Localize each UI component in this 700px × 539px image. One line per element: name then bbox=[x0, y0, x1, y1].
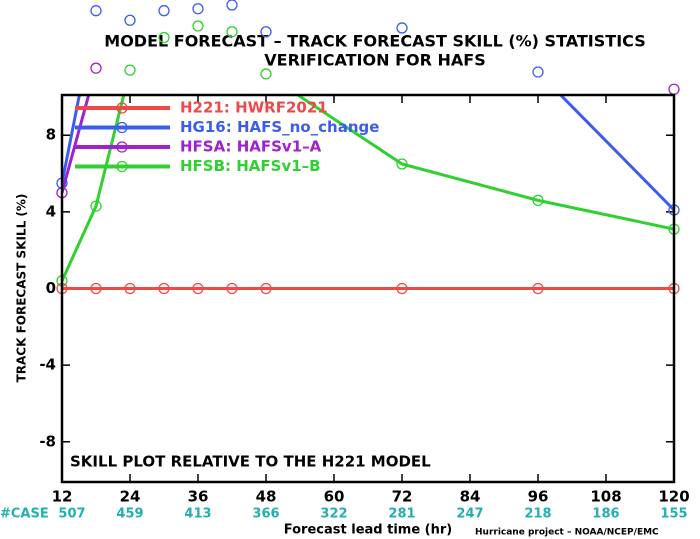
case-count: 155 bbox=[660, 507, 687, 522]
data-point bbox=[158, 5, 170, 17]
plot-frame bbox=[60, 93, 676, 484]
x-tick-label: 96 bbox=[528, 488, 549, 506]
case-count: 322 bbox=[320, 507, 347, 522]
legend-label: H221: HWRF2021 bbox=[180, 99, 328, 117]
y-tick-label: 8 bbox=[46, 126, 56, 144]
series-line bbox=[62, 95, 674, 282]
y-tick-label: 4 bbox=[46, 202, 56, 220]
chart-title: MODEL FORECAST – TRACK FORECAST SKILL (%… bbox=[104, 32, 645, 51]
data-point bbox=[532, 194, 544, 207]
x-tick-label: 84 bbox=[460, 488, 481, 506]
x-tick-label: 12 bbox=[52, 488, 73, 506]
plot-lines bbox=[62, 95, 674, 290]
chart-subtitle: VERIFICATION FOR HAFS bbox=[264, 51, 485, 70]
data-point bbox=[260, 68, 272, 80]
case-count: 218 bbox=[524, 507, 551, 522]
data-point bbox=[226, 26, 238, 38]
x-tick-label: 120 bbox=[658, 488, 689, 506]
x-tick-label: 24 bbox=[120, 488, 141, 506]
footer: Hurricane project – NOAA/NCEP/EMC bbox=[475, 528, 659, 538]
case-count: 281 bbox=[388, 507, 415, 522]
data-point bbox=[90, 282, 102, 295]
legend-marker bbox=[116, 102, 128, 114]
legend-marker bbox=[116, 121, 128, 134]
data-point bbox=[226, 0, 238, 11]
data-point bbox=[396, 22, 408, 34]
x-tick-label: 108 bbox=[590, 488, 621, 506]
data-point bbox=[226, 282, 238, 295]
data-point bbox=[532, 66, 544, 78]
case-count: 247 bbox=[456, 507, 483, 522]
data-point bbox=[124, 14, 136, 26]
x-tick-label: 60 bbox=[324, 488, 345, 506]
data-point bbox=[668, 83, 680, 95]
case-count: 413 bbox=[184, 507, 211, 522]
case-count: 459 bbox=[116, 507, 143, 522]
data-point bbox=[124, 64, 136, 76]
x-tick-label: 48 bbox=[256, 488, 277, 506]
legend-label: HFSB: HAFSv1–B bbox=[180, 157, 321, 175]
case-count: 366 bbox=[252, 507, 279, 522]
data-point bbox=[192, 282, 204, 295]
annotation: SKILL PLOT RELATIVE TO THE H221 MODEL bbox=[70, 453, 431, 471]
data-point bbox=[90, 5, 102, 17]
y-tick-label: 0 bbox=[46, 279, 56, 297]
data-point bbox=[158, 31, 170, 44]
y-tick-label: -8 bbox=[39, 432, 56, 450]
data-point bbox=[532, 282, 544, 295]
data-point bbox=[192, 20, 204, 32]
data-point bbox=[192, 3, 204, 15]
legend-marker bbox=[116, 160, 128, 173]
data-point bbox=[260, 26, 272, 38]
y-axis-label: TRACK FORECAST SKILL (%) bbox=[15, 194, 29, 383]
legend-marker bbox=[116, 141, 128, 153]
data-point bbox=[90, 200, 102, 212]
data-point bbox=[396, 282, 408, 295]
data-point bbox=[90, 62, 102, 74]
series-line bbox=[62, 95, 91, 194]
data-point bbox=[158, 282, 170, 295]
data-point bbox=[260, 282, 272, 295]
case-count: 186 bbox=[592, 507, 619, 522]
case-label: #CASE bbox=[0, 507, 49, 522]
y-tick-label: -4 bbox=[39, 356, 56, 374]
x-axis-label: Forecast lead time (hr) bbox=[284, 523, 452, 538]
legend-label: HG16: HAFS_no_change bbox=[180, 118, 379, 136]
data-point bbox=[396, 158, 408, 170]
case-count: 507 bbox=[58, 507, 85, 522]
legend-label: HFSA: HAFSv1–A bbox=[180, 138, 322, 156]
x-tick-label: 72 bbox=[392, 488, 413, 506]
x-tick-label: 36 bbox=[188, 488, 209, 506]
data-point bbox=[124, 282, 136, 295]
